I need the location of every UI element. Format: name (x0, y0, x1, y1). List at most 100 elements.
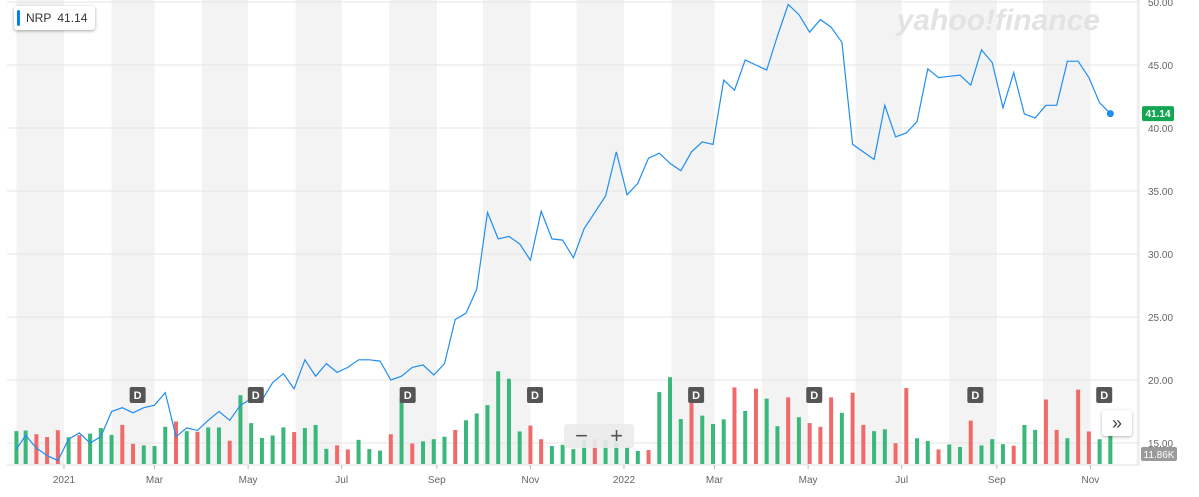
volume-bar (764, 398, 769, 464)
volume-bar (109, 434, 114, 464)
volume-bar (174, 421, 178, 464)
volume-bar (163, 426, 168, 464)
volume-bar (915, 438, 920, 464)
x-tick-label: Sep (428, 475, 446, 486)
scroll-right-button[interactable]: » (1102, 410, 1132, 436)
volume-bar (453, 429, 458, 464)
volume-bar (528, 425, 533, 464)
volume-bar (463, 420, 468, 464)
month-band (1136, 0, 1139, 465)
volume-bar (571, 449, 576, 464)
zoom-in-button[interactable]: + (610, 423, 623, 448)
volume-bar (496, 371, 501, 464)
x-tick-label: May (799, 475, 818, 486)
ticker-last-price: 41.14 (57, 11, 88, 25)
volume-bar (410, 443, 415, 464)
dividend-marker-box (1096, 387, 1113, 403)
volume-bar (77, 435, 82, 464)
dividend-marker-box (399, 387, 416, 403)
y-tick-label: 15.00 (1148, 439, 1173, 450)
volume-bar (281, 427, 286, 464)
volume-bar (947, 444, 952, 464)
volume-bar (829, 397, 834, 464)
volume-bar (1097, 439, 1102, 464)
volume-bar (678, 419, 683, 464)
volume-bar (324, 448, 329, 464)
volume-bar (635, 450, 640, 464)
volume-bar (1065, 438, 1070, 464)
volume-bar (721, 419, 726, 464)
yahoo-finance-watermark: yahoo!finance (895, 4, 1100, 37)
volume-bar (549, 446, 554, 464)
x-tick-label: 2021 (53, 475, 76, 486)
dividend-marker-box (527, 387, 544, 403)
volume-bar (506, 378, 511, 464)
dividend-marker-label: D (531, 390, 539, 402)
volume-bar (936, 449, 941, 464)
volume-bar (152, 446, 157, 464)
dividend-marker-label: D (134, 390, 142, 402)
dividend-marker-box (688, 387, 705, 403)
volume-bar (1054, 429, 1059, 464)
x-tick-label: Jul (895, 475, 908, 486)
volume-bar (592, 439, 597, 464)
dividend-marker-label: D (692, 390, 700, 402)
dividend-marker-box (247, 387, 264, 403)
dividend-marker-label: D (404, 390, 412, 402)
dividend-marker[interactable]: D (247, 387, 264, 403)
volume-bar (1043, 399, 1048, 464)
y-tick-label: 35.00 (1148, 187, 1173, 198)
y-tick-label: 20.00 (1148, 376, 1173, 387)
ticker-legend[interactable]: NRP 41.14 (14, 6, 96, 30)
volume-bar (216, 427, 221, 464)
dividend-marker[interactable]: D (399, 387, 416, 403)
volume-bar (227, 440, 232, 464)
y-axis: 15.00 20.00 25.00 30.00 35.00 40.00 45.00 50.00 (1138, 0, 1173, 465)
volume-bar (893, 443, 898, 464)
zoom-out-button[interactable]: − (575, 423, 588, 448)
dividend-marker[interactable]: D (688, 387, 705, 403)
volume-bar (98, 428, 103, 464)
volume-bar (839, 412, 844, 464)
x-tick-label: Jul (335, 475, 348, 486)
volume-bar (367, 449, 372, 464)
dividend-marker-box (967, 387, 984, 403)
ticker-symbol: NRP (26, 11, 52, 25)
dividend-marker[interactable]: D (527, 387, 544, 403)
volume-bar (710, 424, 715, 464)
y-tick-label: 50.00 (1148, 0, 1173, 9)
volume-bar (131, 443, 136, 464)
volume-bar (184, 431, 189, 464)
volume-bar (732, 387, 737, 464)
volume-bar (657, 392, 662, 464)
volume-bar (88, 433, 93, 464)
volume-bar (668, 377, 673, 464)
x-tick-label: Nov (522, 475, 540, 486)
volume-bar (517, 431, 522, 464)
volume-bar (904, 388, 909, 464)
volume-bar (796, 417, 801, 464)
volume-bar (818, 426, 823, 464)
month-band (762, 0, 809, 465)
volume-bar (474, 413, 479, 464)
volume-bar (743, 410, 748, 464)
dividend-marker[interactable]: D (129, 387, 146, 403)
current-price-label: 41.14 (1145, 109, 1170, 120)
volume-bar (292, 432, 297, 464)
volume-bar (238, 395, 243, 464)
volume-bar (882, 429, 887, 464)
volume-bar (195, 431, 200, 464)
dividend-marker[interactable]: D (1096, 387, 1113, 403)
volume-bar (560, 444, 565, 464)
current-price-tag: 41.14 (1142, 106, 1174, 122)
x-tick-label: Mar (146, 475, 164, 486)
volume-bar (120, 424, 125, 464)
series-color-swatch (17, 10, 20, 26)
volume-bar (539, 439, 544, 464)
dividend-marker[interactable]: D (967, 387, 984, 403)
dividend-marker[interactable]: D (806, 387, 823, 403)
volume-bar (872, 431, 877, 464)
